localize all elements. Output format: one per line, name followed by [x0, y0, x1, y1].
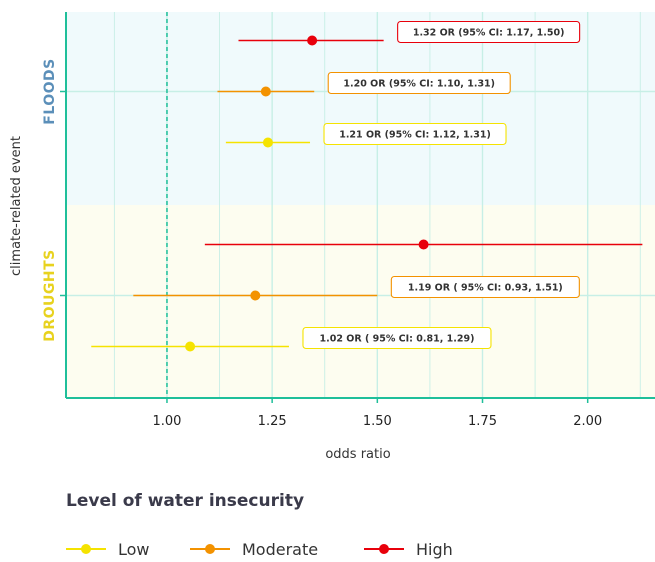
- legend-marker-moderate: [205, 544, 215, 554]
- legend-label-moderate: Moderate: [242, 540, 318, 559]
- annotation-label: 1.20 OR (95% CI: 1.10, 1.31): [343, 79, 495, 90]
- legend: Low Moderate High: [66, 540, 453, 559]
- group-label-droughts: DROUGHTS: [42, 249, 58, 342]
- annotation-label: 1.21 OR (95% CI: 1.12, 1.31): [339, 130, 491, 141]
- x-tick-label: 2.00: [573, 414, 602, 429]
- x-tick-label: 1.50: [363, 414, 392, 429]
- point-low: [262, 137, 273, 148]
- legend-title: Level of water insecurity: [66, 491, 304, 511]
- legend-marker-low: [81, 544, 91, 554]
- annotation-box: [323, 122, 507, 146]
- y-axis-title: climate-related event: [9, 136, 24, 276]
- data-marks: [91, 35, 643, 352]
- annotation-box: [327, 71, 511, 95]
- x-tick-label: 1.00: [152, 414, 181, 429]
- x-tick-label: 1.25: [258, 414, 287, 429]
- point-high: [307, 35, 318, 46]
- x-axis-title: odds ratio: [325, 447, 390, 462]
- group-bands: [66, 12, 655, 398]
- point-high: [418, 239, 429, 250]
- band-floods: [66, 12, 655, 205]
- point-moderate: [250, 290, 261, 301]
- annotation-box: [397, 20, 581, 44]
- annotation-box: [302, 326, 492, 350]
- point-low: [185, 341, 196, 352]
- band-droughts: [66, 205, 655, 398]
- annotations: 1.32 OR (95% CI: 1.17, 1.50) 1.20 OR (95%…: [302, 20, 581, 350]
- legend-label-high: High: [416, 540, 453, 559]
- annotation-label: 1.32 OR (95% CI: 1.17, 1.50): [413, 28, 565, 39]
- point-moderate: [260, 86, 271, 97]
- group-label-floods: FLOODS: [42, 58, 58, 125]
- x-tick-label: 1.75: [468, 414, 497, 429]
- annotation-label: 1.02 OR ( 95% CI: 0.81, 1.29): [320, 334, 475, 345]
- axes: 1.00 1.25 1.50 1.75 2.00 FLOODS DROUGHTS: [42, 12, 655, 429]
- legend-label-low: Low: [118, 540, 150, 559]
- annotation-box: [390, 275, 580, 299]
- legend-marker-high: [379, 544, 389, 554]
- annotation-label: 1.19 OR ( 95% CI: 0.93, 1.51): [408, 283, 563, 294]
